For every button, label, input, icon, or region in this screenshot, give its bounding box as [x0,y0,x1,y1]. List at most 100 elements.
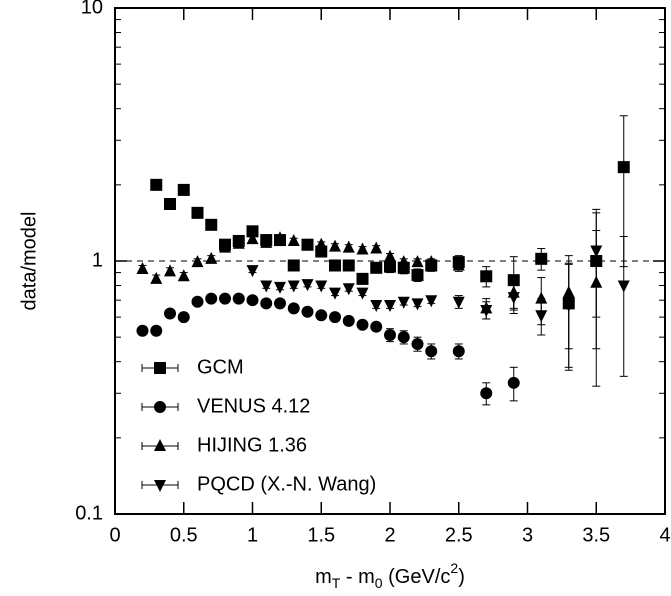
marker [177,269,190,282]
x-tick-label: 0.5 [170,524,198,546]
marker [301,279,314,292]
legend-label: HIJING 1.36 [197,434,307,456]
marker [154,362,166,374]
marker [411,298,424,311]
marker [164,264,176,277]
x-label-part: T [332,575,341,591]
marker [260,280,273,293]
marker [154,401,166,413]
marker [370,320,383,333]
marker [329,259,341,272]
marker [287,302,300,315]
marker [329,239,341,252]
marker [246,232,259,245]
marker [617,280,630,293]
marker [384,249,396,262]
marker [164,307,176,320]
marker [535,291,548,304]
legend-label: GCM [197,356,244,378]
marker [356,272,369,285]
marker [246,265,259,278]
marker [260,235,273,248]
x-tick-label: 3.5 [582,524,610,546]
marker [232,236,245,249]
marker [301,238,314,251]
x-label-part: 2 [450,560,458,576]
marker [397,255,410,268]
x-label-part: 0 [375,575,383,591]
marker [219,240,231,253]
marker [452,296,465,309]
marker [246,225,259,238]
x-tick-label: 2 [384,524,395,546]
marker [617,161,630,174]
marker [329,287,341,300]
marker [150,324,163,337]
y-axis-label: data/model [18,212,40,311]
marker [342,283,355,296]
marker [136,261,149,274]
marker [191,206,204,219]
marker [154,439,166,451]
marker [384,260,396,273]
marker [384,300,396,313]
marker [274,297,286,310]
marker [562,300,575,313]
marker [411,337,424,350]
marker [274,281,286,294]
marker [177,311,190,324]
marker [177,183,190,196]
marker [219,292,231,305]
marker [425,295,438,308]
marker [384,328,396,341]
marker [205,251,218,264]
legend-label: VENUS 4.12 [197,395,310,417]
marker [590,245,603,258]
marker [232,292,245,305]
marker [342,314,355,327]
marker [154,480,166,492]
marker [315,280,328,293]
x-tick-label: 0 [109,524,120,546]
marker [301,305,314,318]
marker [425,345,438,358]
x-tick-label: 1.5 [307,524,335,546]
x-tick-label: 4 [659,524,670,546]
x-label-part: m [315,566,332,588]
marker [480,305,493,318]
marker [164,197,176,210]
x-label-part: - m [340,566,374,588]
marker [287,259,300,272]
marker [452,258,465,271]
y-tick-label: 10 [81,0,103,18]
marker [191,255,204,268]
legend-label: PQCD (X.-N. Wang) [197,473,376,495]
x-label-part: ) [458,566,465,588]
marker [260,297,273,310]
marker [356,318,369,331]
marker [370,261,383,274]
marker [507,292,520,305]
marker [535,252,548,265]
marker [397,331,410,344]
marker [315,237,328,250]
marker [342,259,355,272]
y-tick-label: 1 [92,249,103,271]
marker [397,296,410,309]
marker [370,241,383,254]
marker [356,287,369,300]
x-label-part: (GeV/c [383,566,451,588]
marker [535,310,548,323]
marker [246,294,259,307]
marker [480,387,493,400]
marker [370,300,383,313]
marker [150,178,163,191]
marker [205,218,218,231]
marker [136,324,149,337]
marker [191,295,204,308]
marker [205,292,218,305]
marker [411,269,424,282]
marker [287,233,300,246]
x-tick-label: 1 [247,524,258,546]
